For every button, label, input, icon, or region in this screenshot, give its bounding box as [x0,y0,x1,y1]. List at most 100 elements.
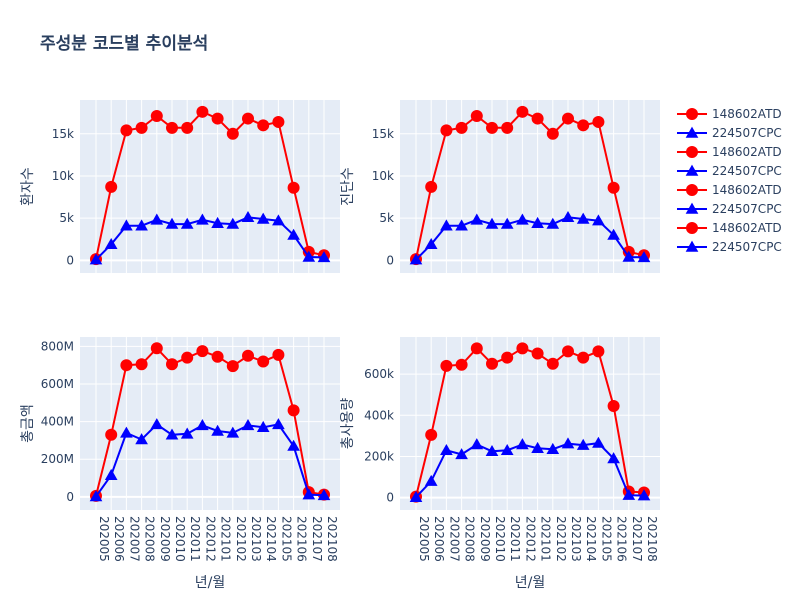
data-point [242,349,254,362]
x-tick-label: 202007 [127,516,141,562]
data-point [120,359,133,372]
legend-item[interactable]: 224507CPC [677,240,782,254]
series-line [95,110,325,260]
data-point [562,345,574,358]
legend-item[interactable]: 148602ATD [677,145,782,159]
x-axis-title: 년/월 [195,575,225,591]
series-224507CPC [89,210,331,265]
data-point [486,357,498,370]
x-tick-label: 202108 [325,516,339,562]
series-line [415,442,645,498]
legend[interactable]: 148602ATD 224507CPC 148602ATD 224507CPC 1486… [677,107,782,254]
series-line [415,216,645,261]
x-tick-label: 202011 [508,516,522,562]
data-point [120,426,133,438]
data-point [272,418,285,430]
y-tick-label: 800M [41,339,74,353]
data-point [257,355,270,368]
x-tick-label: 202006 [432,516,446,562]
plot-area [400,337,660,510]
data-point [501,121,514,134]
x-tick-label: 202106 [615,516,629,562]
subplot-1: 0 5k 10k 15k 환자수 [20,100,340,273]
data-point [196,213,209,225]
data-point [561,437,575,449]
legend-marker [685,164,699,176]
data-point [180,217,194,229]
legend-label: 224507CPC [712,164,782,178]
x-tick-label: 202012 [523,516,537,562]
x-tick-label: 202011 [188,516,202,562]
data-point [440,359,453,372]
x-tick-label: 202005 [417,516,431,562]
data-point [135,121,148,134]
y-tick-label: 5k [59,211,74,225]
data-point [500,443,514,456]
y-tick-label: 400k [364,408,394,422]
data-point [256,212,270,224]
data-point [166,358,178,371]
y-axis-title: 총사용량 [340,398,356,450]
legend-item[interactable]: 148602ATD [677,107,782,121]
y-tick-label: 200k [364,449,394,463]
data-point [287,228,300,240]
data-point [424,474,438,486]
data-point [287,439,300,451]
data-point [180,427,194,439]
data-point [637,489,651,501]
legend-item[interactable]: 148602ATD [677,221,782,235]
legend-label: 148602ATD [712,107,782,121]
data-point [516,342,529,355]
y-tick-label: 15k [372,127,394,141]
data-point [242,112,254,125]
data-point [105,180,118,193]
data-point [592,115,605,128]
x-tick-label: 202105 [279,516,293,562]
y-tick-label: 5k [379,211,394,225]
legend-marker [685,202,699,214]
legend-label: 148602ATD [712,145,782,159]
y-tick-label: 0 [66,490,74,504]
x-tick-label: 202007 [447,516,461,562]
data-point [455,448,468,460]
series-line [415,346,645,497]
data-point [576,438,590,450]
plot-area [80,337,340,510]
data-point [577,351,590,364]
data-point [440,219,453,231]
data-point [592,214,605,226]
series-224507CPC [89,418,331,502]
data-point [607,452,620,464]
legend-marker [686,146,698,158]
data-point [211,350,224,363]
data-point [516,438,529,450]
y-tick-label: 0 [66,253,74,267]
legend-marker [686,222,698,234]
data-point [470,213,484,225]
legend-item[interactable]: 224507CPC [677,126,782,140]
data-point [166,121,178,134]
x-tick-label: 202103 [569,516,583,562]
data-point [317,251,331,263]
data-point [302,250,316,262]
x-tick-label: 202102 [554,516,568,562]
x-tick-label: 202108 [645,516,659,562]
legend-item[interactable]: 224507CPC [677,164,782,178]
legend-item[interactable]: 148602ATD [677,183,782,197]
x-tick-label: 202006 [112,516,126,562]
data-point [622,488,636,500]
data-point [181,121,194,134]
data-point [485,217,499,229]
data-point [226,217,240,229]
x-tick-label: 202104 [584,516,598,562]
x-tick-label: 202104 [264,516,278,562]
y-axis-title: 총금액 [20,404,36,443]
x-tick-label: 202005 [97,516,111,562]
data-point [211,424,224,436]
data-point [546,442,560,454]
legend-item[interactable]: 224507CPC [677,202,782,216]
data-point [272,348,285,361]
x-tick-label: 202105 [599,516,613,562]
